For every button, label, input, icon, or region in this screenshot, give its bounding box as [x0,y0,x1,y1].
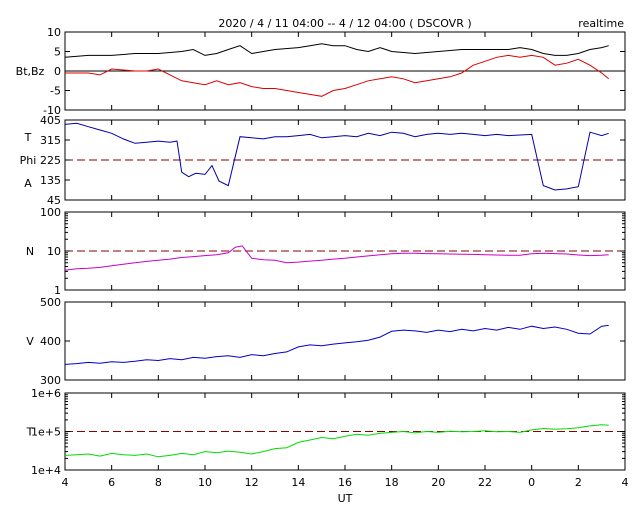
y-axis-label: T [26,426,34,439]
y-axis-label: Bt,Bz [16,65,45,78]
y-tick-label: 135 [40,174,61,187]
y-tick-label: 1 [54,284,61,297]
y-axis-label: Phi [20,154,37,167]
x-tick-label: 14 [291,476,305,489]
series-line-magnetic-field-1 [65,54,610,97]
y-tick-label: 300 [40,374,61,387]
x-tick-label: 0 [528,476,535,489]
panel-temperature: 1e+4 1e+5 1e+6 T [26,387,626,477]
panel-frame [64,301,626,381]
x-tick-label: 4 [622,476,629,489]
realtime-label: realtime [578,17,624,30]
x-tick-label: 8 [155,476,162,489]
y-axis-label: V [26,335,34,348]
x-tick-label: 6 [108,476,115,489]
y-tick-label: 45 [47,194,61,207]
y-axis-label: N [26,245,34,258]
x-tick-label: 18 [385,476,399,489]
y-tick-label: 0 [54,65,61,78]
x-tick-label: 12 [245,476,259,489]
x-tick-label: 20 [431,476,445,489]
x-tick-label: 16 [338,476,352,489]
y-axis-label: T [24,131,32,144]
x-tick-label: 22 [478,476,492,489]
x-tick-label: 4 [62,476,69,489]
y-axis-label: A [24,177,32,190]
y-tick-label: -10 [43,104,61,117]
x-tick-label: 10 [198,476,212,489]
chart-title: 2020 / 4 / 11 04:00 -- 4 / 12 04:00 ( DS… [218,17,471,30]
y-tick-label: 225 [40,154,61,167]
x-axis-label: UT [338,492,353,505]
y-tick-label: 500 [40,296,61,309]
y-tick-label: 1e+4 [31,464,61,477]
y-tick-label: 10 [47,245,61,258]
series-line-temperature-0 [64,424,609,458]
y-tick-label: 100 [40,206,61,219]
x-tick-label: 2 [575,476,582,489]
panel-density: 1 10 100 N [26,206,626,297]
y-tick-label: 405 [40,114,61,127]
series-line-density-0 [64,245,609,271]
y-tick-label: 315 [40,134,61,147]
y-tick-label: 1e+6 [31,387,61,400]
panel-velocity: 300 400 500 V [26,296,626,387]
series-line-phi-angle-0 [64,122,609,191]
y-tick-label: 5 [54,46,61,59]
y-tick-label: 1e+5 [31,426,61,439]
series-line-magnetic-field-0 [64,43,609,58]
panel-phi-angle: 45 135 225 315 405 T Phi A [20,114,626,207]
panel-magnetic-field: -10 -5 0 5 10 Bt,Bz [16,26,626,117]
series-line-velocity-0 [64,324,609,365]
y-tick-label: -5 [50,85,61,98]
y-tick-label: 10 [47,26,61,39]
y-tick-label: 400 [40,335,61,348]
